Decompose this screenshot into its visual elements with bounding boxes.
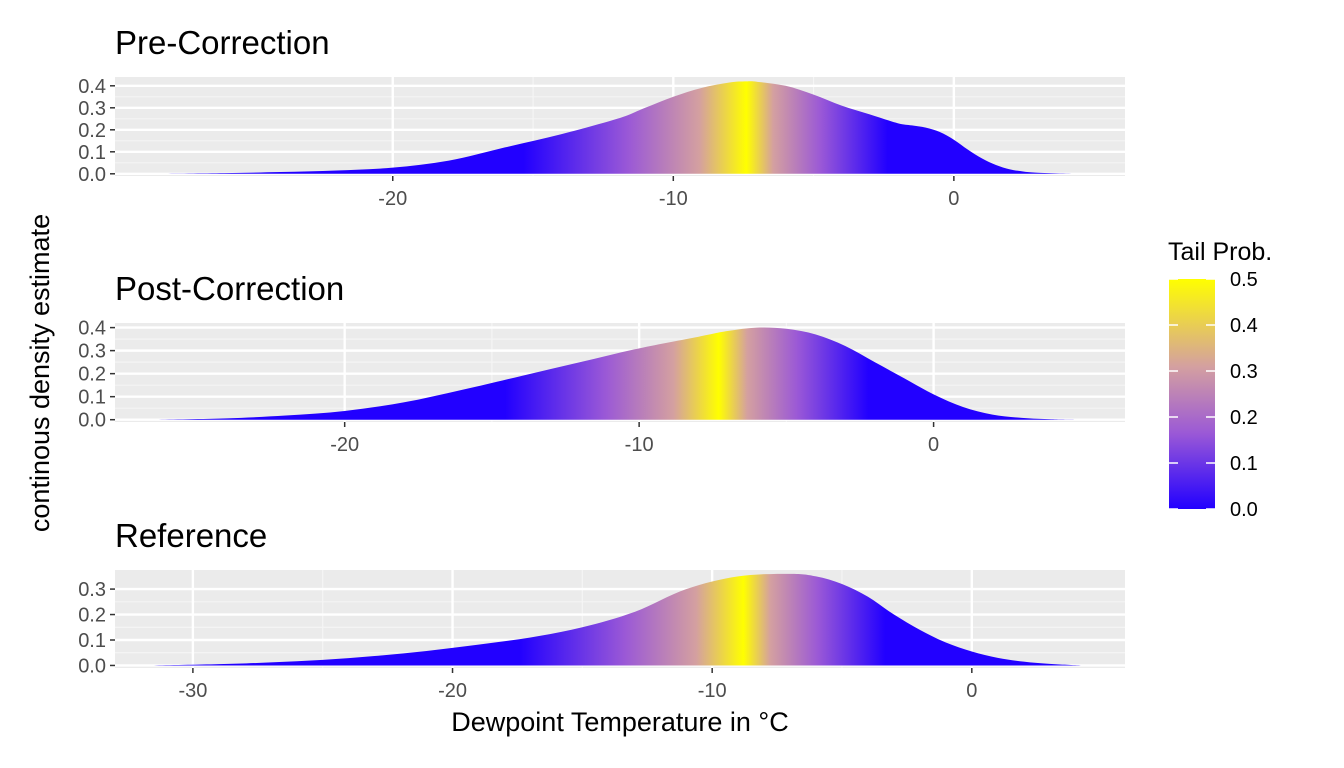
y-tick-label: 0.2 bbox=[78, 364, 106, 386]
x-tick-label: -20 bbox=[378, 188, 407, 210]
x-tick-label: 0 bbox=[966, 680, 977, 702]
legend-colorbar bbox=[1169, 279, 1215, 509]
x-tick-label: -20 bbox=[330, 434, 359, 456]
y-tick-label: 0.2 bbox=[78, 120, 106, 142]
density-area bbox=[156, 327, 1075, 420]
y-tick-label: 0.2 bbox=[78, 605, 106, 627]
x-tick-label: -10 bbox=[698, 680, 727, 702]
panel-title: Post-Correction bbox=[115, 270, 344, 307]
x-tick-label: 0 bbox=[928, 434, 939, 456]
legend: Tail Prob. 0.0 0.1 0.2 0.3 0.4 0.5 bbox=[1168, 238, 1272, 521]
legend-tick-label: 0.4 bbox=[1230, 315, 1258, 337]
x-axis-title: Dewpoint Temperature in °C bbox=[451, 707, 788, 737]
y-tick-label: 0.3 bbox=[78, 341, 106, 363]
y-tick-label: 0.3 bbox=[78, 98, 106, 120]
y-tick-label: 0.3 bbox=[78, 579, 106, 601]
legend-title: Tail Prob. bbox=[1168, 238, 1272, 266]
panel-title: Reference bbox=[115, 517, 267, 554]
panel-3: Reference 0.0 0.1 0.2 0.3 -30 -20 -10 0 bbox=[78, 517, 1125, 702]
density-area bbox=[159, 81, 1083, 174]
y-tick-label: 0.1 bbox=[78, 142, 106, 164]
y-axis-title: continous density estimate bbox=[25, 214, 55, 532]
y-tick-label: 0.1 bbox=[78, 630, 106, 652]
panel-title: Pre-Correction bbox=[115, 24, 330, 61]
x-tick-label: -30 bbox=[178, 680, 207, 702]
legend-tick-label: 0.0 bbox=[1230, 499, 1258, 521]
y-tick-label: 0.0 bbox=[78, 164, 106, 186]
y-tick-label: 0.4 bbox=[78, 76, 106, 98]
legend-tick-label: 0.2 bbox=[1230, 407, 1258, 429]
panel-2: Post-Correction 0.00.10.20.30.4 -20 -10 0 bbox=[78, 270, 1125, 456]
panel-1: Pre-Correction 0.00.10.20.30.4 -20 -10 0 bbox=[78, 24, 1125, 210]
y-tick-label: 0.0 bbox=[78, 410, 106, 432]
x-tick-label: -10 bbox=[625, 434, 654, 456]
x-tick-label: -10 bbox=[659, 188, 688, 210]
y-tick-label: 0.1 bbox=[78, 387, 106, 409]
y-tick-label: 0.0 bbox=[78, 655, 106, 677]
x-tick-label: -20 bbox=[438, 680, 467, 702]
legend-tick-label: 0.1 bbox=[1230, 453, 1258, 475]
density-area bbox=[153, 573, 1081, 666]
y-tick-label: 0.4 bbox=[78, 318, 106, 340]
x-tick-label: 0 bbox=[948, 188, 959, 210]
legend-tick-label: 0.5 bbox=[1230, 269, 1258, 291]
legend-tick-label: 0.3 bbox=[1230, 361, 1258, 383]
